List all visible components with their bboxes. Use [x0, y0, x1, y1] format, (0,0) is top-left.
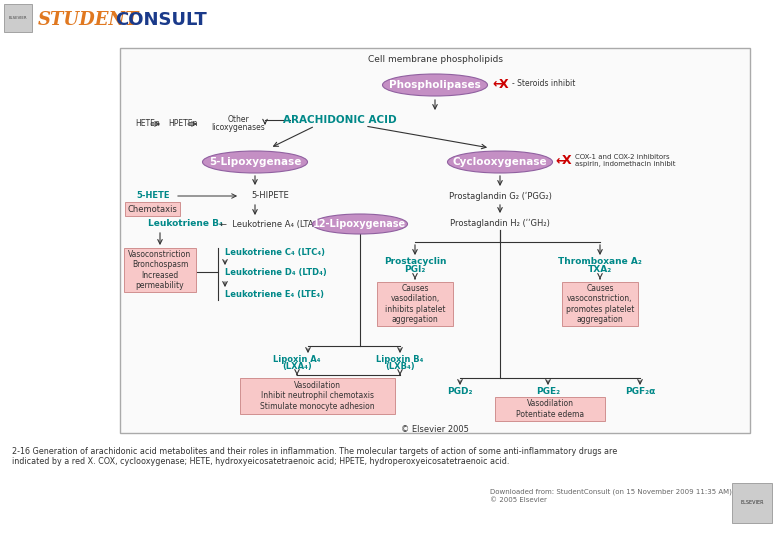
Ellipse shape [382, 74, 488, 96]
Text: HPETEn: HPETEn [168, 119, 197, 129]
Text: CONSULT: CONSULT [115, 11, 207, 29]
Ellipse shape [448, 151, 552, 173]
Text: 12-Lipoxygenase: 12-Lipoxygenase [314, 219, 406, 229]
Text: Other: Other [227, 116, 249, 125]
Text: ←: ← [493, 78, 503, 91]
Text: 2-16 Generation of arachidonic acid metabolites and their roles in inflammation.: 2-16 Generation of arachidonic acid meta… [12, 448, 617, 456]
FancyBboxPatch shape [377, 282, 453, 326]
Text: Leukotriene C₄ (LTC₄): Leukotriene C₄ (LTC₄) [225, 247, 325, 256]
Text: COX-1 and COX-2 inhibitors: COX-1 and COX-2 inhibitors [575, 154, 669, 160]
Text: HETEn: HETEn [136, 119, 161, 129]
Text: Prostacyclin: Prostacyclin [384, 258, 446, 267]
Text: 5-HIPETE: 5-HIPETE [251, 192, 289, 200]
Text: © 2005 Elsevier: © 2005 Elsevier [490, 497, 547, 503]
FancyBboxPatch shape [4, 4, 32, 32]
Ellipse shape [203, 151, 307, 173]
Text: aspirin, indomethacin inhibit: aspirin, indomethacin inhibit [575, 161, 675, 167]
Text: Cell membrane phospholipids: Cell membrane phospholipids [367, 56, 502, 64]
Text: Leukotriene B₄: Leukotriene B₄ [147, 219, 222, 228]
Text: ELSEVIER: ELSEVIER [9, 16, 27, 20]
Text: Causes
vasoconstriction,
promotes platelet
aggregation: Causes vasoconstriction, promotes platel… [566, 284, 634, 324]
Text: X: X [562, 154, 572, 167]
Text: Vasodilation
Inhibit neutrophil chemotaxis
Stimulate monocyte adhesion: Vasodilation Inhibit neutrophil chemotax… [261, 381, 375, 411]
Text: Causes
vasodilation,
inhibits platelet
aggregation: Causes vasodilation, inhibits platelet a… [385, 284, 445, 324]
Text: Leukotriene D₄ (LTD₄): Leukotriene D₄ (LTD₄) [225, 268, 327, 278]
Text: TXA₂: TXA₂ [588, 266, 612, 274]
Text: PGE₂: PGE₂ [536, 388, 560, 396]
Text: indicated by a red X. COX, cyclooxygenase; HETE, hydroxyeicosatetraenoic acid; H: indicated by a red X. COX, cyclooxygenas… [12, 457, 509, 467]
FancyBboxPatch shape [240, 378, 395, 414]
Text: ARACHIDONIC ACID: ARACHIDONIC ACID [283, 115, 397, 125]
Text: (LXB₄): (LXB₄) [385, 362, 415, 372]
Text: - Steroids inhibit: - Steroids inhibit [512, 79, 576, 89]
Text: ELSEVIER: ELSEVIER [740, 501, 764, 505]
Ellipse shape [313, 214, 407, 234]
Text: PGF₂α: PGF₂α [625, 388, 655, 396]
FancyBboxPatch shape [125, 202, 180, 216]
Text: Thromboxane A₂: Thromboxane A₂ [558, 258, 642, 267]
Text: Phospholipases: Phospholipases [389, 80, 481, 90]
FancyBboxPatch shape [562, 282, 638, 326]
Text: Prostaglandin G₂ (ʹPGG₂): Prostaglandin G₂ (ʹPGG₂) [448, 191, 551, 200]
Text: Vasoconstriction
Bronchospasm
Increased
permeability: Vasoconstriction Bronchospasm Increased … [129, 250, 192, 290]
Text: licoxygenases: licoxygenases [211, 123, 265, 132]
Text: ←: ← [555, 154, 566, 167]
Text: Lipoxin B₄: Lipoxin B₄ [376, 355, 424, 364]
Text: PGI₂: PGI₂ [404, 266, 426, 274]
Text: Cyclooxygenase: Cyclooxygenase [452, 157, 548, 167]
Text: Chemotaxis: Chemotaxis [128, 205, 177, 213]
Text: (LXA₄): (LXA₄) [282, 362, 312, 372]
Text: ←  Leukotriene A₄ (LTA₄): ← Leukotriene A₄ (LTA₄) [220, 219, 320, 228]
Text: 5-HETE: 5-HETE [136, 192, 170, 200]
Text: Leukotriene E₄ (LTE₄): Leukotriene E₄ (LTE₄) [225, 289, 324, 299]
Text: Prostaglandin H₂ (ʹʹGH₂): Prostaglandin H₂ (ʹʹGH₂) [450, 218, 550, 227]
Text: 5-Lipoxygenase: 5-Lipoxygenase [209, 157, 301, 167]
FancyBboxPatch shape [495, 397, 605, 421]
Text: STUDENT: STUDENT [38, 11, 140, 29]
Text: PGD₂: PGD₂ [447, 388, 473, 396]
Text: X: X [499, 78, 509, 91]
Text: Lipoxin A₄: Lipoxin A₄ [273, 355, 321, 364]
Text: Vasodilation
Potentiate edema: Vasodilation Potentiate edema [516, 399, 584, 418]
Text: Downloaded from: StudentConsult (on 15 November 2009 11:35 AM): Downloaded from: StudentConsult (on 15 N… [490, 489, 732, 495]
FancyBboxPatch shape [732, 483, 772, 523]
FancyBboxPatch shape [120, 48, 750, 433]
FancyBboxPatch shape [124, 248, 196, 292]
Text: © Elsevier 2005: © Elsevier 2005 [401, 426, 469, 435]
